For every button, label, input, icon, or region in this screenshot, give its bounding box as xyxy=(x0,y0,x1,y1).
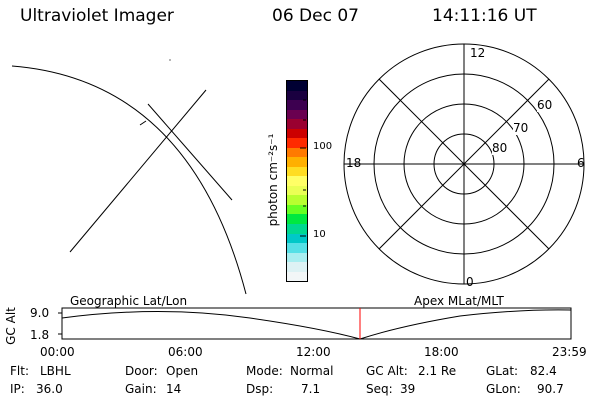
map-dot xyxy=(169,59,171,61)
filter-label: Flt: xyxy=(10,364,29,378)
glat-label: GLat: xyxy=(486,364,519,378)
ip-value: 36.0 xyxy=(36,382,63,396)
mlt-label-6: 6 xyxy=(577,156,585,170)
colorbar-swatch xyxy=(287,252,307,263)
time-tick-0600: 06:00 xyxy=(168,345,203,359)
colorbar-swatch xyxy=(287,100,307,110)
colorbar-swatch xyxy=(287,243,307,253)
door-value: Open xyxy=(166,364,199,378)
colorbar-swatch xyxy=(287,185,307,196)
polar-coord-label: Apex MLat/MLT xyxy=(414,294,504,308)
colorbar-swatch xyxy=(287,271,307,282)
colorbar-swatch xyxy=(287,90,307,101)
time-label: 14:11:16 UT xyxy=(432,6,537,26)
colorbar-swatch xyxy=(287,147,307,158)
colorbar-swatch xyxy=(287,119,307,129)
glat-value: 82.4 xyxy=(530,364,557,378)
mlt-label-18: 18 xyxy=(346,156,362,170)
map-grid-line-b xyxy=(147,103,233,201)
colorbar-swatch xyxy=(287,166,307,177)
map-coast-mark xyxy=(139,120,147,126)
colorbar-swatch xyxy=(287,109,307,120)
colorbar-swatch xyxy=(287,176,307,186)
dsp-label: Dsp: xyxy=(246,382,274,396)
colorbar-swatch xyxy=(287,262,307,272)
time-tick-1200: 12:00 xyxy=(296,345,331,359)
date-label: 06 Dec 07 xyxy=(272,6,359,26)
mlat-label-80: 80 xyxy=(492,141,508,155)
gc-alt-label: GC Alt: xyxy=(366,364,408,378)
filter-value: LBHL xyxy=(40,364,71,378)
map-grid-line-a xyxy=(69,89,207,253)
mlat-label-60: 60 xyxy=(537,98,553,112)
mlt-label-0: 0 xyxy=(466,275,474,289)
mode-label: Mode: xyxy=(246,364,283,378)
dsp-value: 7.1 xyxy=(301,382,321,396)
colorbar-swatch xyxy=(287,195,307,205)
instrument-title: Ultraviolet Imager xyxy=(20,6,174,26)
colorbar xyxy=(286,80,308,282)
alt-tick-1.8: 1.8 xyxy=(30,328,50,342)
alt-tick-9: 9.0 xyxy=(30,306,50,320)
colorbar-tick-100: 100 xyxy=(313,141,333,152)
glon-label: GLon: xyxy=(486,382,521,396)
time-tick-2359: 23:59 xyxy=(552,345,587,359)
gain-value: 14 xyxy=(166,382,182,396)
map-coord-label: Geographic Lat/Lon xyxy=(70,294,188,308)
mlat-label-70: 70 xyxy=(513,121,529,135)
colorbar-swatch xyxy=(287,214,307,224)
seq-value: 39 xyxy=(400,382,416,396)
ip-label: IP: xyxy=(10,382,25,396)
mode-value: Normal xyxy=(290,364,334,378)
colorbar-swatch xyxy=(287,128,307,139)
colorbar-swatch xyxy=(287,157,307,167)
time-tick-1800: 18:00 xyxy=(424,345,459,359)
colorbar-tick-10: 10 xyxy=(313,229,326,240)
glon-value: 90.7 xyxy=(537,382,564,396)
altitude-curve xyxy=(61,309,572,340)
door-label: Door: xyxy=(125,364,158,378)
colorbar-swatch xyxy=(287,223,307,234)
colorbar-swatch xyxy=(287,204,307,215)
mlt-label-12: 12 xyxy=(470,46,486,60)
gc-alt-value: 2.1 Re xyxy=(418,364,457,378)
seq-label: Seq: xyxy=(366,382,393,396)
colorbar-swatch xyxy=(287,81,307,91)
earth-limb-arc xyxy=(11,65,247,295)
time-tick-0000: 00:00 xyxy=(40,345,75,359)
colorbar-swatch xyxy=(287,233,307,244)
gain-label: Gain: xyxy=(125,382,157,396)
colorbar-swatch xyxy=(287,138,307,148)
